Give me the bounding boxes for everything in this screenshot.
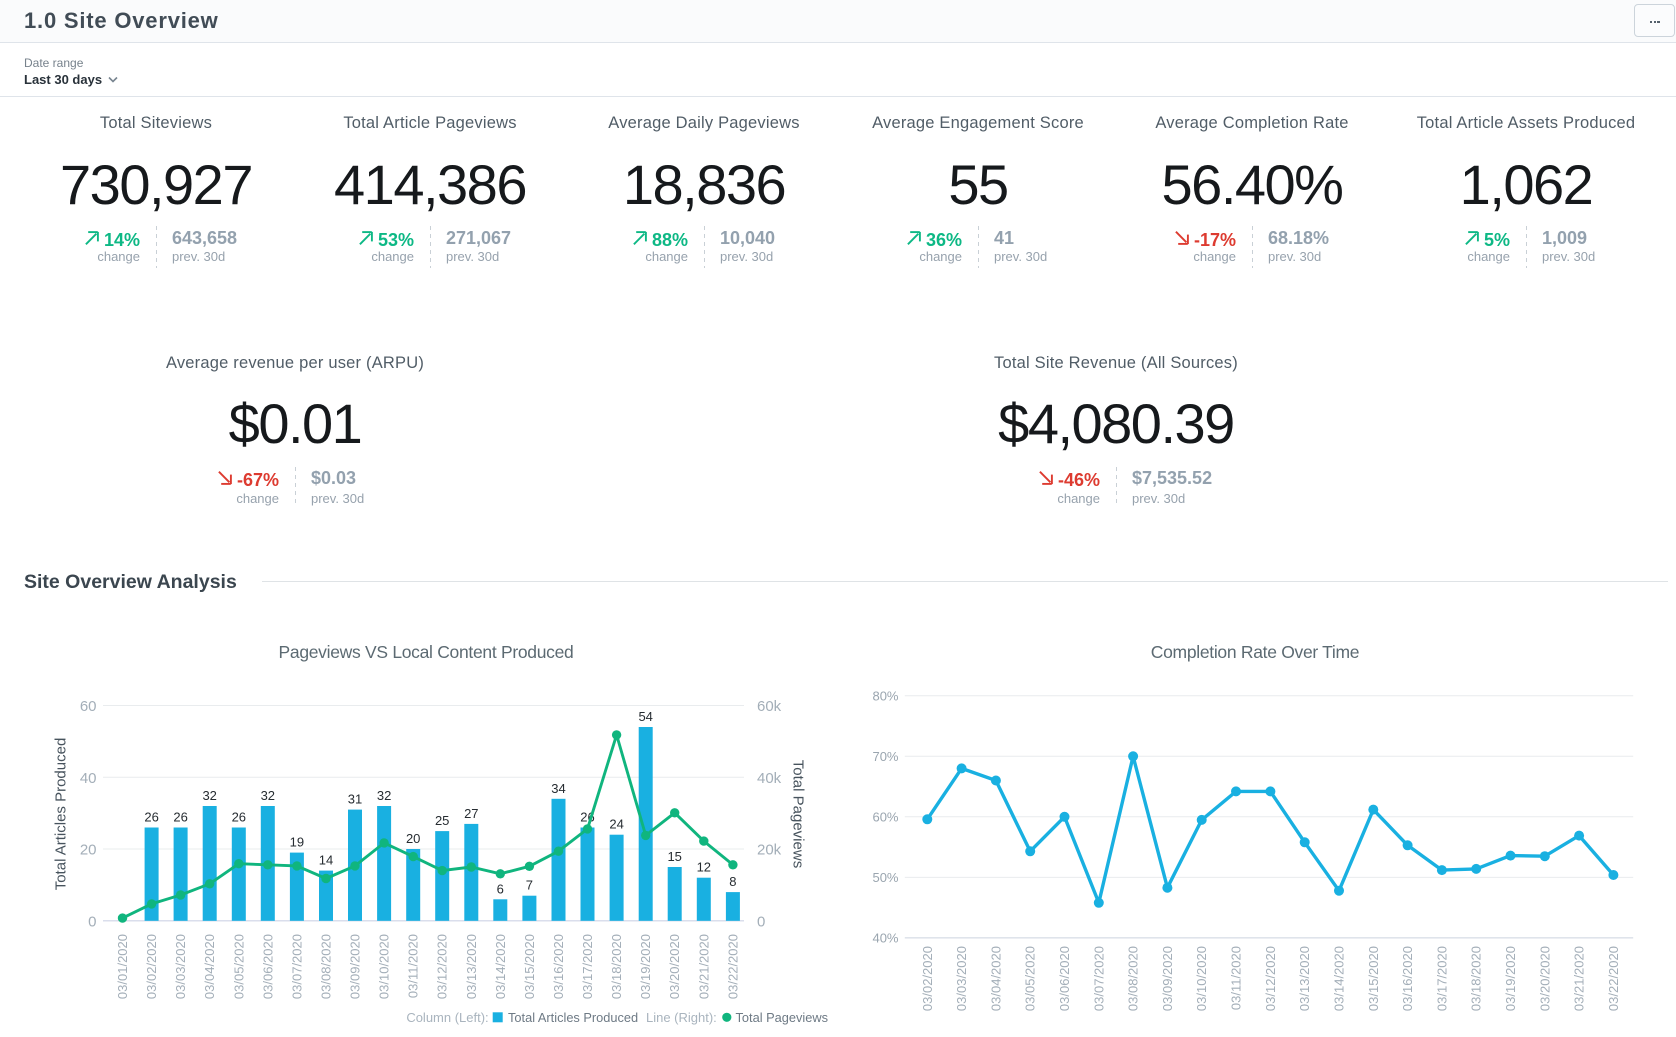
svg-text:03/22/2020: 03/22/2020: [725, 934, 740, 999]
svg-text:03/08/2020: 03/08/2020: [319, 934, 334, 999]
svg-text:03/01/2020: 03/01/2020: [115, 934, 130, 999]
svg-text:03/18/2020: 03/18/2020: [609, 934, 624, 999]
svg-text:03/18/2020: 03/18/2020: [1469, 946, 1484, 1011]
svg-text:26: 26: [173, 810, 187, 825]
svg-text:20: 20: [406, 831, 420, 846]
svg-text:03/11/2020: 03/11/2020: [406, 934, 421, 998]
svg-text:03/06/2020: 03/06/2020: [1057, 946, 1072, 1011]
svg-text:26: 26: [232, 810, 246, 825]
svg-text:03/22/2020: 03/22/2020: [1606, 946, 1621, 1011]
svg-text:03/17/2020: 03/17/2020: [1434, 946, 1449, 1011]
svg-text:03/14/2020: 03/14/2020: [493, 934, 508, 999]
svg-text:03/10/2020: 03/10/2020: [1194, 946, 1209, 1011]
svg-text:40k: 40k: [757, 770, 782, 787]
svg-text:15: 15: [667, 849, 681, 864]
svg-text:Line (Right):: Line (Right):: [646, 1010, 717, 1025]
svg-text:03/21/2020: 03/21/2020: [696, 934, 711, 999]
svg-text:40%: 40%: [872, 930, 898, 945]
svg-text:03/05/2020: 03/05/2020: [231, 934, 246, 999]
svg-text:40: 40: [80, 770, 97, 787]
svg-text:0: 0: [757, 913, 765, 930]
svg-text:03/11/2020: 03/11/2020: [1229, 946, 1244, 1010]
svg-text:Total Articles Produced: Total Articles Produced: [508, 1010, 638, 1025]
svg-text:Total Pageviews: Total Pageviews: [790, 760, 807, 868]
svg-text:32: 32: [261, 788, 275, 803]
svg-text:03/21/2020: 03/21/2020: [1572, 946, 1587, 1011]
svg-text:8: 8: [729, 874, 736, 889]
svg-text:03/15/2020: 03/15/2020: [1366, 946, 1381, 1011]
svg-text:03/10/2020: 03/10/2020: [377, 934, 392, 999]
svg-text:Column (Left):: Column (Left):: [406, 1010, 488, 1025]
svg-text:19: 19: [290, 835, 304, 850]
svg-text:26: 26: [144, 810, 158, 825]
svg-text:03/13/2020: 03/13/2020: [464, 934, 479, 999]
svg-text:80%: 80%: [872, 688, 898, 703]
svg-text:54: 54: [638, 709, 652, 724]
svg-text:60%: 60%: [872, 809, 898, 824]
svg-text:03/02/2020: 03/02/2020: [144, 934, 159, 999]
svg-text:20k: 20k: [757, 842, 782, 859]
svg-text:03/07/2020: 03/07/2020: [289, 934, 304, 999]
svg-text:6: 6: [497, 881, 504, 896]
svg-text:20: 20: [80, 842, 97, 859]
svg-text:60k: 60k: [757, 698, 782, 715]
svg-text:25: 25: [435, 813, 449, 828]
svg-text:03/16/2020: 03/16/2020: [1400, 946, 1415, 1011]
svg-text:70%: 70%: [872, 749, 898, 764]
svg-text:27: 27: [464, 806, 478, 821]
svg-text:03/03/2020: 03/03/2020: [954, 946, 969, 1011]
svg-text:Completion Rate Over Time: Completion Rate Over Time: [1151, 642, 1359, 662]
svg-text:03/13/2020: 03/13/2020: [1297, 946, 1312, 1011]
svg-text:03/05/2020: 03/05/2020: [1023, 946, 1038, 1011]
svg-text:03/03/2020: 03/03/2020: [173, 934, 188, 999]
svg-text:03/20/2020: 03/20/2020: [1537, 946, 1552, 1011]
svg-text:03/04/2020: 03/04/2020: [202, 934, 217, 999]
svg-text:03/16/2020: 03/16/2020: [551, 934, 566, 999]
svg-text:03/15/2020: 03/15/2020: [522, 934, 537, 999]
svg-text:31: 31: [348, 792, 362, 807]
svg-text:60: 60: [80, 698, 97, 715]
svg-text:03/17/2020: 03/17/2020: [580, 934, 595, 999]
svg-text:32: 32: [377, 788, 391, 803]
svg-text:12: 12: [697, 860, 711, 875]
svg-text:03/02/2020: 03/02/2020: [920, 946, 935, 1011]
svg-text:03/14/2020: 03/14/2020: [1332, 946, 1347, 1011]
svg-text:03/09/2020: 03/09/2020: [1160, 946, 1175, 1011]
svg-text:0: 0: [88, 913, 96, 930]
svg-text:03/09/2020: 03/09/2020: [348, 934, 363, 999]
svg-text:Total Pageviews: Total Pageviews: [736, 1010, 828, 1025]
svg-text:03/20/2020: 03/20/2020: [667, 934, 682, 999]
svg-text:50%: 50%: [872, 870, 898, 885]
svg-text:03/04/2020: 03/04/2020: [988, 946, 1003, 1011]
svg-text:03/08/2020: 03/08/2020: [1126, 946, 1141, 1011]
svg-text:Pageviews VS Local Content Pro: Pageviews VS Local Content Produced: [279, 642, 574, 662]
svg-text:Total Articles Produced: Total Articles Produced: [53, 738, 70, 891]
svg-text:32: 32: [202, 788, 216, 803]
svg-text:03/12/2020: 03/12/2020: [1263, 946, 1278, 1011]
svg-text:03/07/2020: 03/07/2020: [1091, 946, 1106, 1011]
svg-text:03/19/2020: 03/19/2020: [638, 934, 653, 999]
svg-text:24: 24: [609, 817, 623, 832]
svg-text:03/19/2020: 03/19/2020: [1503, 946, 1518, 1011]
svg-text:34: 34: [551, 781, 565, 796]
svg-text:03/06/2020: 03/06/2020: [260, 934, 275, 999]
svg-text:14: 14: [319, 853, 333, 868]
svg-text:7: 7: [526, 878, 533, 893]
svg-text:03/12/2020: 03/12/2020: [435, 934, 450, 999]
